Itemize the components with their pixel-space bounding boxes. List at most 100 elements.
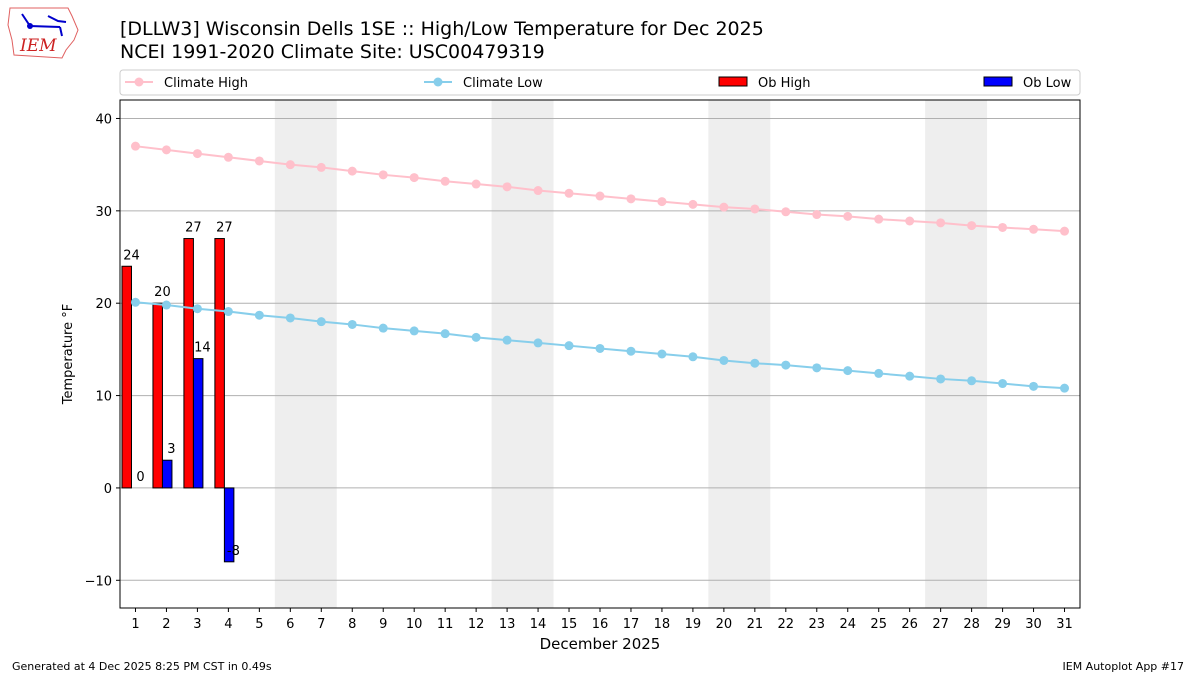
- x-tick-label: 17: [623, 617, 640, 632]
- x-tick-label: 1: [131, 617, 139, 632]
- climate-high-point: [905, 216, 915, 226]
- bar-data-label: 14: [194, 341, 211, 356]
- x-axis-label: December 2025: [540, 635, 661, 653]
- x-tick-label: 8: [348, 617, 356, 632]
- climate-high-point: [564, 188, 574, 198]
- climate-high-point: [192, 149, 202, 159]
- climate-high-point: [285, 160, 295, 170]
- x-tick-label: 5: [255, 617, 263, 632]
- climate-high-point: [316, 162, 326, 172]
- climate-low-point: [1060, 383, 1070, 393]
- climate-low-point: [502, 335, 512, 345]
- climate-low-point: [347, 319, 357, 329]
- legend-bar-marker: [718, 76, 748, 87]
- x-tick-label: 31: [1056, 617, 1073, 632]
- legend-label: Ob High: [758, 76, 811, 91]
- climate-low-point: [595, 343, 605, 353]
- x-tick-label: 19: [685, 617, 702, 632]
- climate-high-point: [409, 173, 419, 183]
- climate-high-point: [347, 166, 357, 176]
- y-tick-label: 30: [95, 205, 112, 220]
- x-tick-label: 30: [1025, 617, 1042, 632]
- climate-high-point: [254, 156, 264, 166]
- ob-low-bar: [192, 358, 204, 489]
- x-tick-label: 3: [193, 617, 201, 632]
- climate-high-point: [967, 221, 977, 231]
- x-tick-label: 20: [716, 617, 733, 632]
- y-tick-label: 10: [95, 390, 112, 405]
- climate-high-point: [1060, 226, 1070, 236]
- ob-low-bar: [223, 487, 235, 563]
- climate-high-point: [812, 210, 822, 220]
- climate-low-point: [998, 379, 1008, 389]
- climate-low-point: [564, 341, 574, 351]
- legend-point-marker: [134, 77, 144, 87]
- x-tick-label: 9: [379, 617, 387, 632]
- y-tick-label: 40: [95, 112, 112, 127]
- y-tick-label: −10: [85, 574, 112, 589]
- x-tick-label: 25: [870, 617, 887, 632]
- app-footer: IEM Autoplot App #17: [1062, 660, 1185, 673]
- climate-high-point: [781, 207, 791, 217]
- climate-low-point: [936, 374, 946, 384]
- climate-high-point: [657, 197, 667, 207]
- climate-high-point: [595, 191, 605, 201]
- climate-high-point: [223, 152, 233, 162]
- climate-low-point: [533, 338, 543, 348]
- climate-low-point: [719, 355, 729, 365]
- climate-low-point: [192, 304, 202, 314]
- x-tick-label: 7: [317, 617, 325, 632]
- climate-low-point: [223, 307, 233, 317]
- y-tick-label: 0: [104, 482, 112, 497]
- climate-high-point: [130, 141, 140, 151]
- climate-high-point: [378, 170, 388, 180]
- y-tick-label: 20: [95, 297, 112, 312]
- climate-low-point: [471, 332, 481, 342]
- x-tick-label: 27: [932, 617, 949, 632]
- climate-low-point: [161, 300, 171, 310]
- climate-low-point: [130, 297, 140, 307]
- weekend-band: [925, 100, 988, 608]
- bar-data-label: 3: [167, 442, 175, 457]
- climate-low-point: [657, 349, 667, 359]
- ob-high-bar: [183, 238, 194, 489]
- climate-low-point: [750, 358, 760, 368]
- climate-low-point: [874, 368, 884, 378]
- ob-high-bar: [152, 302, 163, 489]
- legend-label: Ob Low: [1023, 76, 1072, 91]
- climate-high-point: [688, 199, 698, 209]
- climate-high-point: [719, 202, 729, 212]
- legend-box: [119, 69, 1081, 96]
- chart-title: [DLLW3] Wisconsin Dells 1SE :: High/Low …: [120, 18, 764, 40]
- climate-low-point: [285, 313, 295, 323]
- x-tick-label: 28: [963, 617, 980, 632]
- legend-label: Climate Low: [463, 76, 543, 91]
- bar-data-label: 0: [136, 470, 144, 485]
- climate-high-point: [998, 222, 1008, 232]
- climate-low-point: [409, 326, 419, 336]
- plot-frame: [119, 99, 1081, 609]
- climate-low-point: [440, 329, 450, 339]
- climate-high-point: [440, 176, 450, 186]
- legend-point-marker: [433, 77, 443, 87]
- weekend-band: [274, 100, 337, 608]
- x-tick-label: 23: [809, 617, 826, 632]
- svg-text:IEM: IEM: [19, 36, 57, 56]
- bar-data-label: 20: [154, 285, 171, 300]
- ob-high-bar: [121, 265, 132, 489]
- x-tick-label: 10: [406, 617, 423, 632]
- climate-low-point: [905, 371, 915, 381]
- ob-low-bar: [161, 459, 173, 489]
- x-tick-label: 2: [162, 617, 170, 632]
- x-tick-label: 18: [654, 617, 671, 632]
- x-tick-label: 15: [561, 617, 578, 632]
- bar-data-label: 27: [185, 221, 202, 236]
- x-tick-label: 4: [224, 617, 232, 632]
- climate-high-point: [471, 179, 481, 189]
- legend-label: Climate High: [164, 76, 248, 91]
- climate-low-point: [843, 366, 853, 376]
- climate-low-point: [812, 363, 822, 373]
- ob-high-bar: [214, 238, 225, 489]
